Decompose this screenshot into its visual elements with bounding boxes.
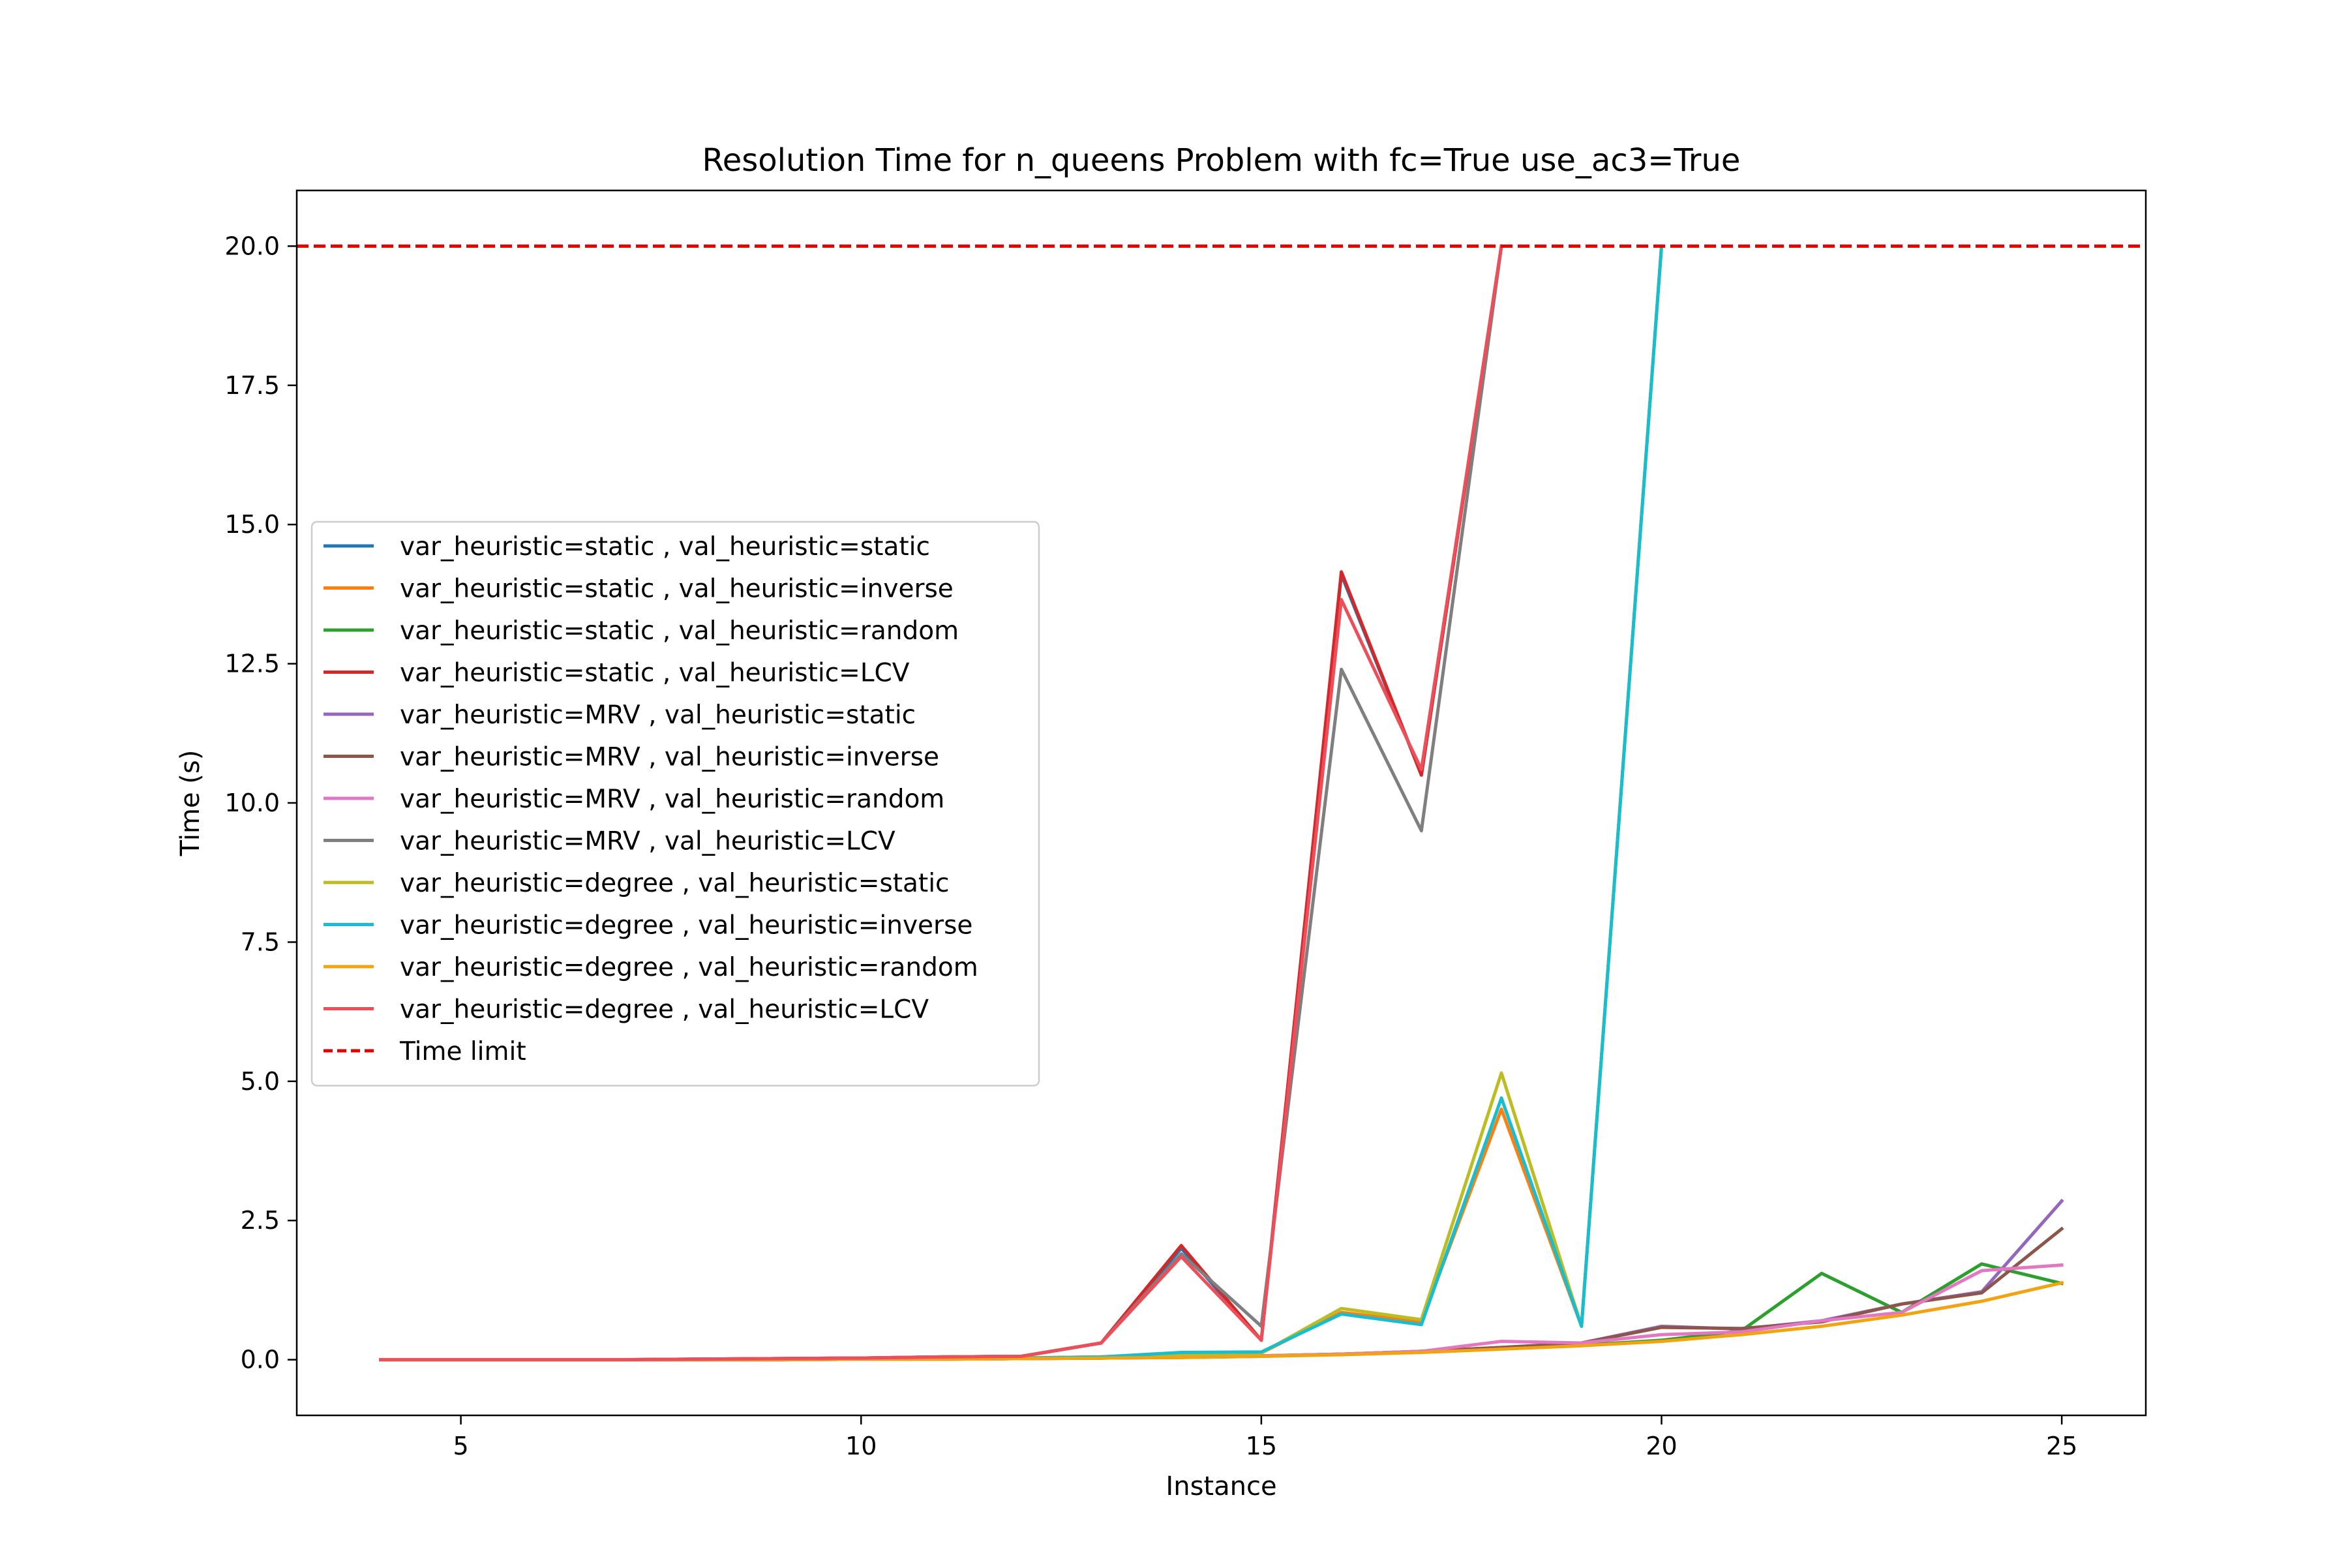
legend-label: var_heuristic=degree , val_heuristic=sta…: [400, 869, 950, 898]
x-tick-label: 10: [845, 1432, 877, 1460]
legend-label: var_heuristic=MRV , val_heuristic=invers…: [400, 743, 939, 772]
y-tick-label: 17.5: [224, 371, 280, 400]
plot-lines: [297, 244, 2146, 1362]
x-tick-label: 25: [2046, 1432, 2077, 1460]
y-axis-label: Time (s): [175, 750, 205, 857]
x-axis-label: Instance: [1166, 1471, 1276, 1501]
y-tick-label: 7.5: [241, 927, 280, 956]
legend-label: var_heuristic=degree , val_heuristic=inv…: [400, 911, 972, 941]
axes-ticks: 5 10 15 20 25 0.0 2.5 5.0 7.5 10.0 12.5 15.0 17.5 20.…: [224, 232, 2077, 1460]
legend-box: [310, 520, 1040, 1087]
legend-label: var_heuristic=MRV , val_heuristic=static: [400, 701, 916, 730]
legend-label: var_heuristic=static , val_heuristic=ran…: [400, 616, 959, 646]
legend: var_heuristic=static , val_heuristic=sta…: [310, 520, 1040, 1087]
x-tick-label: 15: [1246, 1432, 1277, 1460]
y-tick-label: 12.5: [224, 650, 280, 678]
y-tick-label: 20.0: [224, 232, 280, 260]
series-line-12: [379, 244, 1503, 1362]
y-tick-label: 5.0: [241, 1067, 280, 1096]
legend-label: var_heuristic=degree , val_heuristic=ran…: [400, 953, 978, 982]
legend-label: Time limit: [399, 1037, 526, 1066]
x-tick-label: 5: [453, 1432, 468, 1460]
x-tick-label: 20: [1646, 1432, 1677, 1460]
y-tick-label: 10.0: [224, 789, 280, 817]
y-tick-label: 0.0: [241, 1346, 280, 1374]
legend-label: var_heuristic=MRV , val_heuristic=LCV: [400, 827, 896, 856]
y-tick-label: 15.0: [224, 510, 280, 539]
chart-title: Resolution Time for n_queens Problem wit…: [702, 142, 1741, 179]
legend-label: var_heuristic=static , val_heuristic=inv…: [400, 575, 954, 604]
legend-label: var_heuristic=static , val_heuristic=LCV: [400, 659, 910, 688]
y-tick-label: 2.5: [241, 1206, 280, 1235]
legend-label: var_heuristic=MRV , val_heuristic=random: [400, 785, 944, 814]
legend-label: var_heuristic=static , val_heuristic=sta…: [400, 532, 930, 562]
legend-label: var_heuristic=degree , val_heuristic=LCV: [400, 995, 929, 1025]
